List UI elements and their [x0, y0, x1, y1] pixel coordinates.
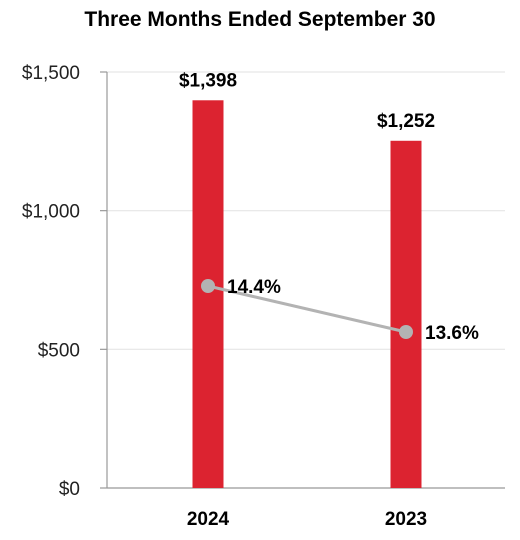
series-line [207, 284, 407, 334]
series-point-label: 14.4% [227, 277, 281, 298]
x-tick-label: 2024 [187, 509, 230, 530]
y-tick-label: $1,500 [22, 63, 80, 84]
series-point [201, 279, 215, 293]
bar [192, 100, 224, 489]
y-tick-label: $1,000 [22, 202, 80, 223]
chart-title: Three Months Ended September 30 [84, 8, 436, 31]
y-tick-label: $0 [59, 479, 80, 500]
bar-value-label: $1,398 [179, 70, 237, 91]
bar-value-label: $1,252 [377, 111, 435, 132]
bar [390, 140, 422, 488]
x-tick-label: 2023 [385, 509, 427, 530]
y-tick-label: $500 [38, 340, 80, 361]
series-point-label: 13.6% [425, 323, 479, 344]
series-point [399, 325, 413, 339]
